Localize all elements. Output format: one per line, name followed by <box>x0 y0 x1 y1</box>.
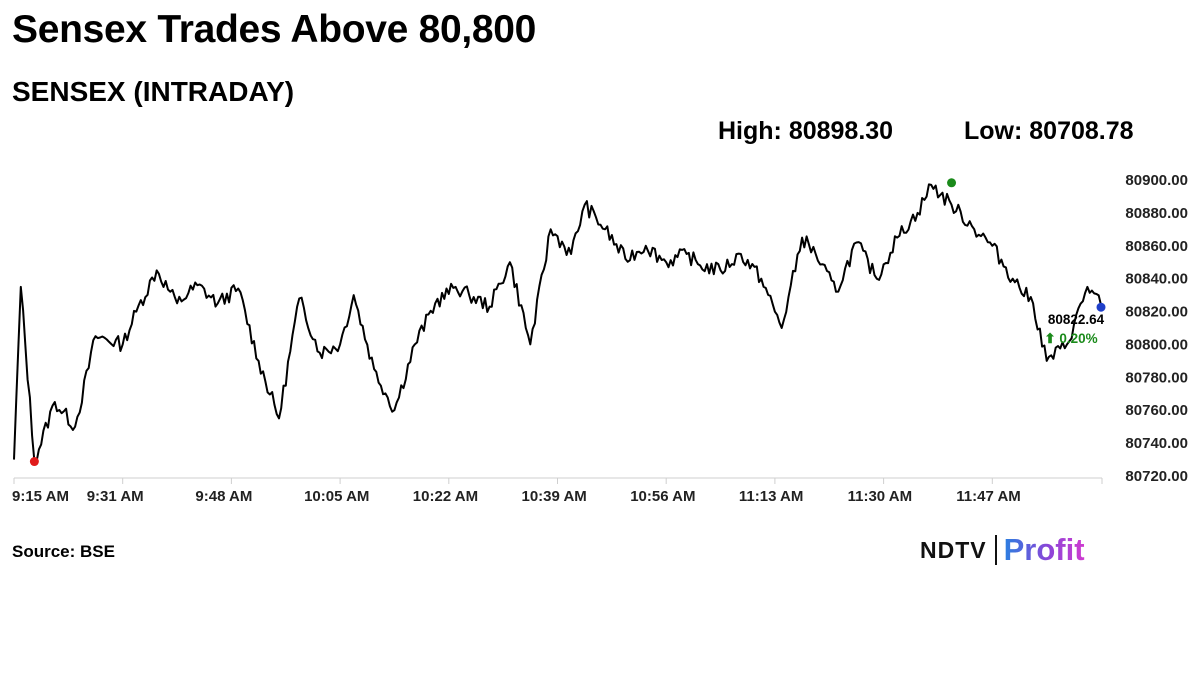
last-price-marker <box>1096 302 1106 312</box>
source-note: Source: BSE <box>12 542 115 561</box>
ndtv-profit-logo: NDTV Profit <box>920 530 1085 570</box>
y-tick-label: 80880.00 <box>1125 205 1188 222</box>
headline: Sensex Trades Above 80,800 <box>12 8 537 51</box>
ndtv-wordmark: NDTV <box>920 536 987 563</box>
y-axis-ticks: 80720.00 80740.00 80760.00 80780.00 80800.00… <box>1125 172 1188 485</box>
high-marker <box>947 178 957 188</box>
x-tick-label: 9:31 AM <box>87 488 144 505</box>
price-line <box>13 183 1102 463</box>
change-percent-label: ⬆ 0.20% <box>1044 331 1097 346</box>
x-tick-label: 11:47 AM <box>956 488 1020 505</box>
chart-subtitle: SENSEX (INTRADAY) <box>12 76 295 107</box>
y-tick-label: 80800.00 <box>1125 336 1188 353</box>
y-tick-label: 80860.00 <box>1125 238 1188 255</box>
x-axis-ticks: 9:15 AM 9:31 AM 9:48 AM 10:05 AM 10:22 AM 10:… <box>12 478 1103 505</box>
x-tick-label: 9:15 AM <box>12 488 69 505</box>
y-tick-label: 80760.00 <box>1125 402 1188 419</box>
day-low-stat: Low: 80708.78 <box>964 117 1134 145</box>
y-tick-label: 80820.00 <box>1125 304 1188 321</box>
low-marker <box>29 457 39 467</box>
x-tick-label: 11:13 AM <box>739 488 803 505</box>
day-high-stat: High: 80898.30 <box>718 117 894 145</box>
y-tick-label: 80900.00 <box>1125 172 1188 189</box>
x-tick-label: 10:05 AM <box>304 488 369 505</box>
logo-divider <box>994 535 997 565</box>
x-tick-label: 10:39 AM <box>522 488 587 505</box>
profit-wordmark: Profit <box>1003 532 1085 567</box>
last-price-label: 80822.64 <box>1048 312 1105 327</box>
y-tick-label: 80740.00 <box>1125 435 1188 452</box>
x-tick-label: 10:56 AM <box>630 488 695 505</box>
x-tick-label: 11:30 AM <box>848 488 912 505</box>
y-tick-label: 80720.00 <box>1125 468 1188 485</box>
y-tick-label: 80840.00 <box>1125 271 1188 288</box>
y-tick-label: 80780.00 <box>1125 369 1188 386</box>
x-tick-label: 9:48 AM <box>195 488 252 505</box>
x-tick-label: 10:22 AM <box>413 488 478 505</box>
